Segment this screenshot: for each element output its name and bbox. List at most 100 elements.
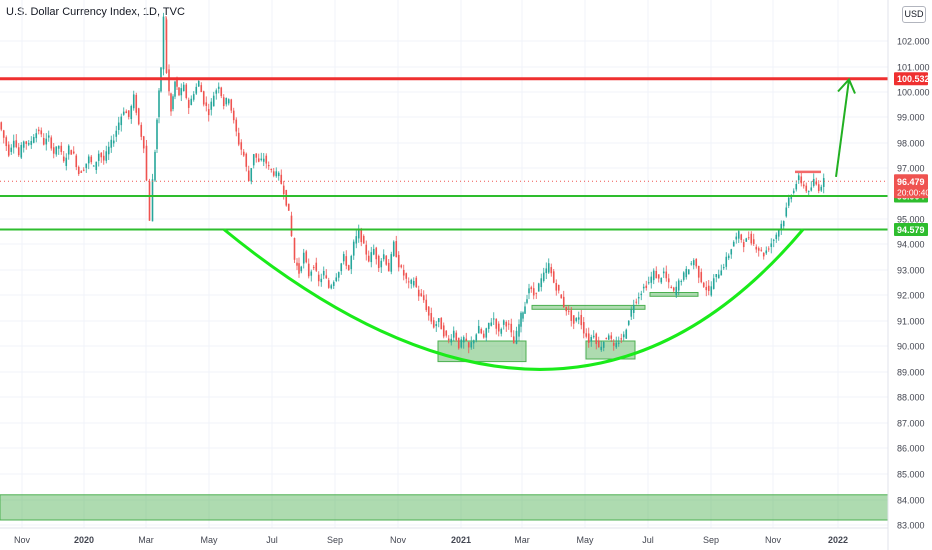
candle-body [65,157,68,166]
candle-body [557,284,560,291]
candle-body [37,129,40,132]
price-tick-label: 95.000 [897,215,925,225]
candle-body [775,234,778,240]
candle-body [202,91,205,105]
drawings[interactable] [223,77,856,371]
candle-body [305,251,308,263]
candle-body [657,274,660,279]
candle-body [293,238,296,260]
candle-body [45,138,48,145]
candle-body [42,138,45,145]
price-tick-label: 102.000 [897,37,930,47]
candles [0,12,825,354]
candle-body [320,278,323,283]
candle-body [132,94,135,109]
candle-body [442,325,445,337]
candle-body [682,272,685,280]
time-tick-label: 2022 [828,535,848,545]
candle-body [575,318,578,321]
candle-body [375,247,378,260]
candle-body [154,151,156,181]
currency-button[interactable]: USD [902,6,926,23]
candle-body [382,254,385,260]
target-arrow-icon[interactable] [835,79,850,178]
time-tick-label: Nov [765,535,782,545]
candle-body [627,320,630,325]
zone-box-0[interactable] [437,340,527,363]
candle-body [57,145,60,149]
candle-body [200,85,203,93]
candle-body [30,141,33,145]
candle-body [62,156,65,162]
candle-body [97,153,100,161]
candle-body [647,282,650,284]
candle-body [355,236,358,244]
candle-body [817,184,820,192]
candle-body [515,330,518,344]
candle-body [747,237,750,239]
candle-body [172,96,174,110]
horizontal-levels[interactable] [0,77,888,231]
zone-box-3[interactable] [649,292,699,297]
candle-body [70,150,73,155]
candle-body [370,252,373,263]
price-axis[interactable]: 102.000 101.000 100.000 99.000 98.000 97.000 9… [887,0,930,550]
zone-box-4[interactable] [0,494,889,521]
candle-body [528,288,530,294]
candle-body [312,267,315,269]
candle-body [577,317,580,320]
candle-body [812,178,815,186]
candle-body [722,267,725,269]
candle-body [290,215,293,237]
candle-body [455,332,458,341]
candle-body [612,342,615,346]
candle-body [302,252,305,264]
candle-body [550,267,553,274]
chart-title: U.S. Dollar Currency Index, 1D, TVC [6,6,185,18]
candle-body [102,155,105,161]
candle-body [225,97,228,105]
time-axis[interactable]: Nov 2020 Mar May Jul Sep Nov 2021 Mar May Jul Sep No… [0,527,888,545]
candle-body [552,271,555,283]
candle-body [600,346,603,351]
candle-body [395,241,398,258]
price-tick-label: 91.000 [897,317,925,327]
candle-body [300,266,303,272]
candle-body [337,272,340,278]
candle-body [762,252,765,257]
candle-body [620,338,623,340]
candle-body [415,277,418,288]
candle-body [767,248,770,250]
candle-body [772,239,775,241]
zone-box-2[interactable] [531,304,646,310]
candle-body [52,147,55,154]
candle-body [257,158,260,162]
candle-body [178,87,180,96]
candle-body [332,282,335,286]
candle-body [460,339,463,348]
candle-body [237,132,240,145]
level-tag-100.532-bg [894,72,928,86]
candle-body [655,270,658,279]
time-tick-label: Sep [703,535,719,545]
candle-body [60,145,63,152]
level-tag-100.532: 100.532 [897,74,930,84]
candle-body [120,116,123,126]
price-tick-label: 88.000 [897,393,925,403]
candle-body [317,274,320,282]
candle-body [524,306,526,314]
candle-body [140,124,143,137]
candle-body [240,142,243,150]
candle-body [352,241,355,256]
candle-body [602,342,605,348]
candle-body [15,140,18,148]
candle-body [187,99,190,108]
candle-body [595,333,598,345]
price-tick-label: 101.000 [897,63,930,73]
candle-body [67,145,70,155]
price-tick-label: 87.000 [897,419,925,429]
candle-body [242,151,245,156]
rounding-bottom-arc[interactable] [223,228,805,371]
candle-body [792,190,795,193]
